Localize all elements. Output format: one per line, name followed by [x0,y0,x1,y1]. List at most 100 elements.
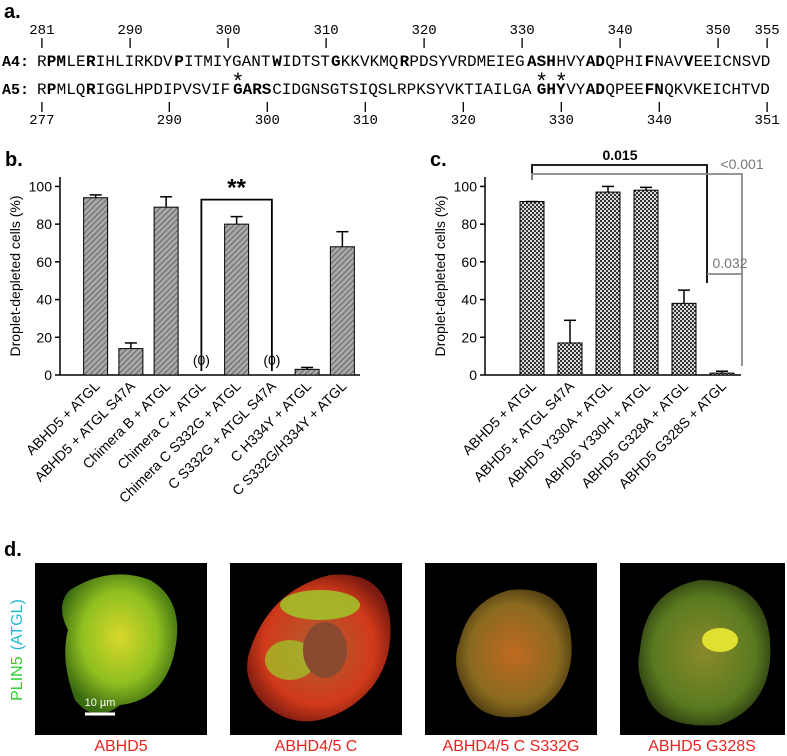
residues: R [37,53,47,71]
y-tick-label: 20 [36,329,52,345]
residue-number: 310 [313,23,338,39]
y-tick-label: 100 [29,178,53,194]
bar [329,246,355,376]
bar [118,348,144,376]
residues: GHY [537,81,566,99]
residues: MLQ [57,81,86,99]
row-label: A4: [2,54,29,71]
droplets [702,628,738,652]
residues: R [400,53,410,71]
y-tick-label: 40 [36,292,52,308]
residues: FN [645,81,664,99]
residues: NAV [654,53,683,71]
residues: ITMIYGANT [184,53,270,71]
residue-number: 330 [509,23,534,39]
residues: G [331,53,341,71]
significance-bracket [531,164,708,283]
stain-label: PLIN5 (ATGL) [9,599,26,701]
significance-bracket [531,173,743,366]
residue-number: 300 [215,23,240,39]
residues: P [47,81,57,99]
scale-bar-label: 10 µm [85,697,116,709]
sequence: RPMLQRIGGLHPDIPVSVIF GARSCIDGNSGTSIQSLRPK… [37,81,770,99]
residues: V [684,53,694,71]
residues: W [272,53,282,71]
nucleus [303,622,347,678]
droplets [265,640,315,680]
bar [519,201,545,376]
residues: P [174,53,184,71]
bar [671,302,697,376]
residues: HVY [556,53,585,71]
row-label: A5: [2,82,29,99]
residues: QKVKEICHTVD [664,81,770,99]
residues: R [37,81,47,99]
residues: IDTST [282,53,330,71]
residues: LE [66,53,85,71]
residues: VY [566,81,586,99]
panel-label: b. [5,149,23,171]
bar [633,189,659,376]
residues: QPHI [605,53,643,71]
asterisk: * [537,68,546,93]
residues: GARS [233,81,272,99]
y-tick-label: 80 [36,216,52,232]
droplets [280,590,360,620]
cell [456,589,572,718]
significance-bracket [200,198,273,371]
y-tick-label: 0 [469,367,477,383]
image-title: ABHD5 G328S [648,738,756,755]
p-value: 0.032 [712,255,747,271]
residues: AD [586,81,605,99]
image-title: ABHD4/5 C [275,738,358,755]
residues: KKVKMQ [341,53,399,71]
residues: CIDGNSGTSIQSLRPKSYVKTIAILGA [272,81,532,99]
residue-number: 350 [705,23,730,39]
bar [153,206,179,376]
residues: IHLIRKDV [96,53,173,71]
residues: R [86,81,96,99]
residue-number: 310 [353,113,378,129]
micrographs [35,563,785,735]
residues: PDSYVRDMEIEG [409,53,524,71]
stain-plin5: PLIN5 [9,656,26,701]
p-value: <0.001 [720,156,763,172]
panel-label: c. [430,149,447,171]
residue-number: 340 [647,113,672,129]
residues: PM [47,53,66,71]
residue-number: 290 [157,113,182,129]
residues: QPEE [605,81,643,99]
bar [557,342,583,376]
residues: F [645,53,655,71]
stain-atgl: (ATGL) [9,599,26,650]
bar [224,223,250,376]
residue-number: 290 [117,23,142,39]
y-tick-label: 0 [44,367,52,383]
residue-number: 355 [754,23,779,39]
panel-label: a. [4,1,21,23]
bar [83,197,109,376]
asterisk: * [234,68,243,93]
bar [294,368,320,376]
residue-number: 277 [29,113,54,129]
cell [61,574,178,714]
panel-label: d. [4,539,22,561]
y-tick-label: 40 [461,292,477,308]
significance-label: ** [227,175,246,202]
y-tick-label: 20 [461,329,477,345]
y-tick-label: 60 [36,254,52,270]
asterisk: * [557,68,566,93]
y-tick-label: 80 [461,216,477,232]
residue-number: 320 [451,113,476,129]
residues: ASH [527,53,556,71]
residue-number: 300 [255,113,280,129]
residue-number: 340 [607,23,632,39]
image-title: ABHD4/5 C S332G [443,738,580,755]
y-tick-label: 60 [461,254,477,270]
residues: IGGLHPDIPVSVIF [96,81,230,99]
bar [709,372,735,376]
residues: R [86,53,96,71]
bar [595,191,621,376]
residues: AD [586,53,605,71]
